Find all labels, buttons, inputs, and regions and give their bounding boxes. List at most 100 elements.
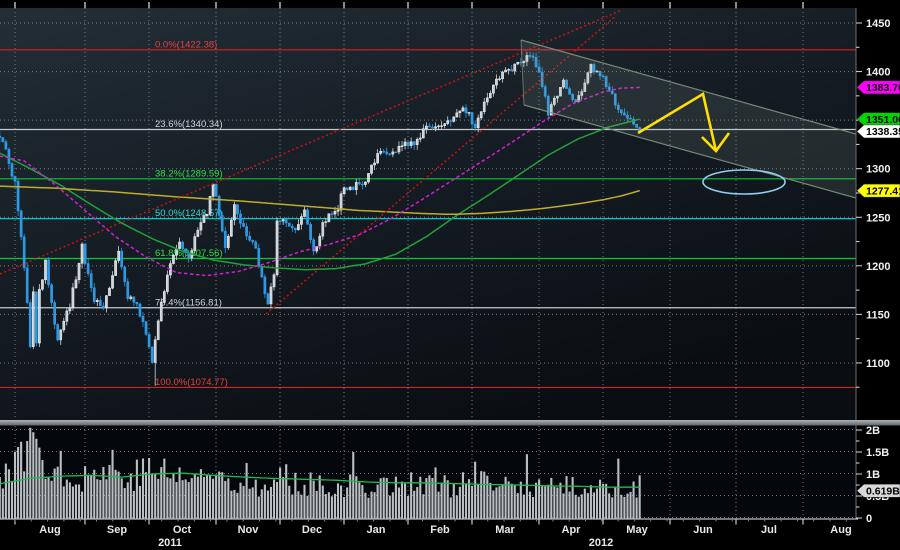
candle-body [489, 92, 492, 99]
volume-bar [50, 480, 53, 519]
descending-channel[interactable] [520, 39, 856, 199]
volume-bar [269, 486, 273, 519]
volume-bar [425, 478, 428, 519]
candle-body [537, 66, 541, 73]
panel-divider[interactable] [0, 420, 900, 426]
volume-bar [352, 452, 355, 519]
volume-axis-label: 1.5B [866, 447, 889, 459]
month-label: Nov [238, 524, 260, 536]
candle-body [357, 182, 361, 185]
candle-body [92, 287, 96, 302]
candle-body [7, 148, 11, 164]
volume-bar [236, 492, 239, 519]
volume-series [0, 427, 641, 519]
candle-body [549, 104, 553, 116]
volume-bar [422, 494, 425, 519]
candle-body [437, 125, 440, 128]
volume-bar [251, 487, 254, 519]
candle-body [333, 211, 337, 215]
volume-bar [538, 479, 541, 519]
volume-bar [327, 492, 330, 519]
volume-bar [556, 487, 559, 519]
volume-bar [13, 451, 17, 519]
last-price-badge-value: 1338.35 [866, 126, 900, 138]
candle-body [522, 61, 526, 63]
yellow-projection-arrow[interactable] [637, 91, 718, 152]
volume-bar [32, 432, 35, 519]
volume-bar [599, 479, 602, 519]
candle-body [254, 241, 258, 249]
candle-body [83, 243, 87, 264]
volume-bar [367, 497, 370, 519]
candle-body [391, 151, 395, 155]
volume-bar [541, 486, 544, 519]
volume-bar [291, 494, 294, 519]
ascending-trendline-long[interactable] [0, 9, 623, 275]
volume-bar [81, 491, 84, 519]
candle-body [415, 138, 419, 145]
volume-bar [26, 441, 29, 519]
candle-body [22, 236, 26, 269]
volume-bar [266, 490, 269, 519]
candle-body [214, 183, 218, 197]
price-axis-label: 1150 [866, 309, 890, 321]
price-axis-label: 1200 [866, 261, 890, 273]
volume-bar [233, 489, 236, 519]
candle-body [77, 263, 81, 280]
volume-bar [385, 477, 388, 519]
volume-bar [635, 497, 638, 519]
candle-body [367, 173, 370, 183]
volume-bar [638, 475, 641, 519]
price-axis-label: 1100 [866, 358, 890, 370]
volume-last-badge-value: 0.619B [866, 486, 900, 498]
volume-bar [370, 491, 373, 519]
candle-body [470, 112, 474, 125]
month-label: Aug [830, 524, 851, 536]
volume-bar [318, 475, 321, 519]
volume-bar [437, 491, 440, 519]
candle-body [525, 55, 529, 62]
volume-bar [333, 493, 337, 519]
volume-bar [300, 494, 303, 519]
volume-bar [355, 476, 358, 519]
volume-bar [595, 488, 599, 519]
candle-body [458, 110, 462, 114]
candle-body [312, 239, 315, 252]
volume-bar [148, 457, 151, 519]
volume-bar [608, 493, 611, 519]
month-label: Feb [430, 524, 450, 536]
month-label: Aug [39, 524, 60, 536]
candle-body [269, 286, 273, 305]
candle-body [111, 275, 114, 289]
month-label: Jul [761, 524, 777, 536]
volume-bar [565, 476, 568, 519]
volume-bar [123, 487, 126, 519]
volume-bar [114, 469, 117, 519]
volume-bar [178, 467, 181, 519]
fibonacci-label: 100.0%(1074.77) [155, 377, 228, 388]
volume-ma-line [0, 472, 640, 488]
candle-body [19, 210, 23, 238]
candle-body [610, 90, 614, 95]
target-zone-ellipse[interactable] [702, 169, 786, 195]
ascending-trendline-steep[interactable] [265, 15, 617, 315]
fibonacci-retracement[interactable]: 0.0%(1422.38) 23.6%(1340.34) 38.2%(1289.59… [0, 39, 856, 389]
volume-bar [382, 477, 385, 519]
candle-body [117, 250, 120, 261]
volume-bar [285, 464, 288, 519]
candle-body [379, 150, 383, 154]
volume-bar [120, 478, 123, 519]
candle-body [321, 222, 325, 237]
candle-body [278, 220, 282, 223]
candle-body [513, 63, 517, 72]
candle-body [428, 125, 431, 128]
candle-body [13, 175, 17, 182]
volume-bar [464, 483, 468, 519]
candle-body [38, 288, 41, 344]
volume-bar [467, 479, 471, 519]
ma-yellow-last-badge [856, 183, 900, 198]
candle-body [309, 224, 312, 241]
volume-bar [397, 487, 401, 519]
